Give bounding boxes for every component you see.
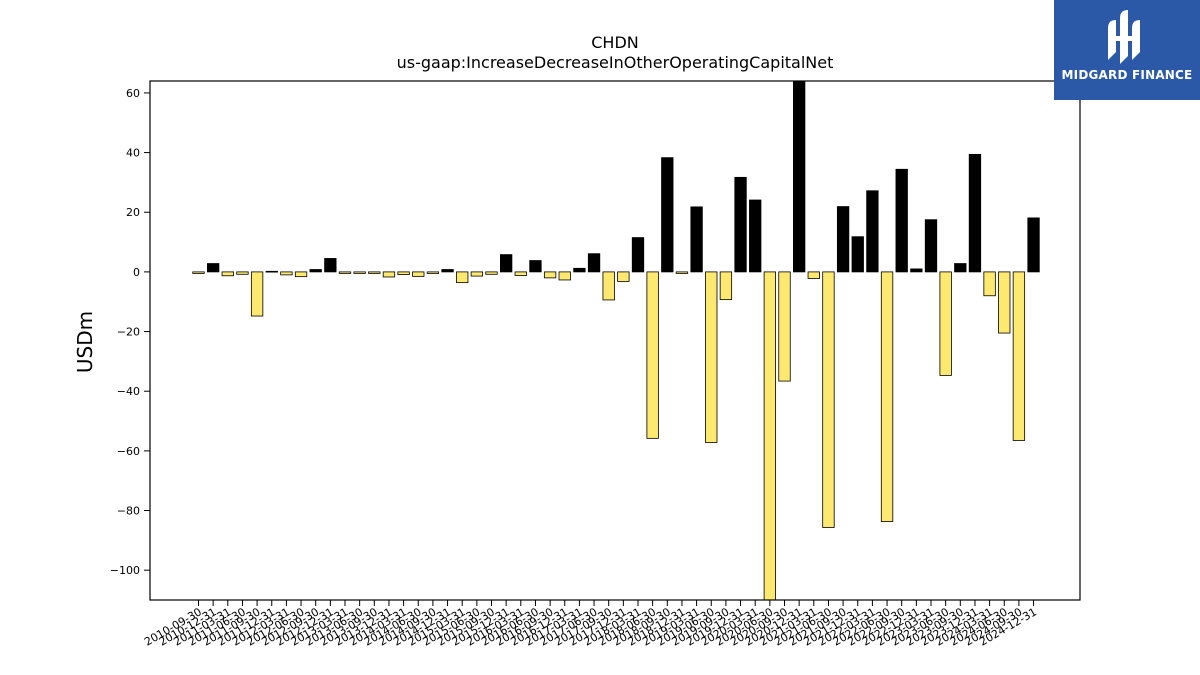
bar-2016-06-30	[529, 260, 542, 273]
chart-subtitle: us-gaap:IncreaseDecreaseInOtherOperating…	[397, 53, 834, 72]
bar-2019-09-30	[719, 271, 733, 301]
bar-2016-09-30	[543, 271, 557, 279]
bar-2017-06-30	[587, 253, 601, 273]
bar-2011-03-31	[221, 271, 234, 277]
bar-2022-09-30	[895, 168, 908, 273]
bar-2024-09-30	[1012, 271, 1026, 441]
y-ticks-group: 60 40 20 0 −20 −40 −60 −80 −100	[110, 87, 150, 577]
bar-2021-06-30	[822, 271, 835, 528]
y-tick-label: 20	[126, 206, 140, 219]
bar-2012-06-30	[294, 271, 308, 278]
bar-2015-09-30	[485, 271, 498, 275]
bar-2020-09-30	[778, 271, 791, 382]
bar-2024-06-30	[998, 271, 1011, 334]
y-tick-label: −20	[117, 326, 140, 339]
bar-2018-06-30	[646, 271, 659, 439]
y-tick-label: −100	[110, 564, 140, 577]
midgard-finance-logo: MIDGARD FINANCE	[1054, 0, 1200, 100]
bar-2011-12-31	[265, 270, 278, 273]
bar-2013-03-31	[338, 271, 352, 274]
y-tick-label: −40	[117, 385, 140, 398]
bar-2012-03-31	[280, 271, 293, 276]
bar-2018-09-30	[661, 157, 674, 273]
x-ticks-group: 2010-09-302010-12-312011-03-312011-06-30…	[142, 600, 1039, 649]
bar-2021-09-30	[836, 206, 850, 273]
bar-2018-03-31	[631, 237, 645, 273]
chart-title: CHDN	[591, 33, 639, 52]
bar-2010-12-31	[206, 263, 220, 273]
bar-2015-06-30	[470, 271, 484, 277]
bar-2020-06-30	[763, 271, 776, 601]
bar-2012-09-30	[309, 269, 322, 273]
bar-2011-06-30	[236, 271, 249, 275]
y-tick-label: 60	[126, 87, 140, 100]
plot-frame	[149, 80, 1081, 601]
bar-2019-03-31	[690, 206, 703, 273]
y-axis-label: USDm	[73, 311, 97, 373]
bar-2023-12-31	[968, 153, 982, 273]
bar-2019-06-30	[705, 271, 718, 443]
bar-2020-03-31	[749, 199, 762, 273]
logo-brand-text: MIDGARD FINANCE	[1061, 68, 1193, 82]
bar-2015-03-31	[456, 271, 469, 284]
bar-2016-03-31	[514, 271, 527, 276]
y-tick-label: 0	[133, 266, 140, 279]
bar-2017-03-31	[573, 267, 586, 273]
bar-2022-03-31	[866, 190, 879, 273]
bar-2023-09-30	[954, 263, 967, 273]
bar-2014-06-30	[412, 271, 425, 277]
bar-2016-12-31	[558, 271, 571, 281]
bars-group	[192, 80, 1040, 601]
bar-2017-09-30	[602, 271, 615, 301]
bar-2015-12-31	[499, 254, 513, 273]
bar-2014-03-31	[397, 271, 410, 275]
bar-2023-06-30	[939, 271, 952, 376]
bar-2011-09-30	[250, 271, 264, 317]
bar-2018-12-31	[675, 271, 689, 274]
bar-2012-12-31	[324, 258, 337, 273]
bar-2023-03-31	[924, 219, 938, 273]
bar-2013-06-30	[353, 271, 366, 274]
y-tick-label: −80	[117, 505, 140, 518]
bar-2017-12-31	[617, 271, 630, 282]
bar-2024-03-31	[983, 271, 996, 297]
bar-2020-12-31	[793, 80, 806, 273]
bar-2013-09-30	[368, 271, 381, 274]
bar-2021-03-31	[807, 271, 820, 279]
bar-2010-09-30	[192, 271, 205, 274]
bar-2013-12-31	[382, 271, 396, 278]
y-tick-label: 40	[126, 147, 140, 160]
y-tick-label: −60	[117, 445, 140, 458]
bar-2022-12-31	[910, 268, 923, 273]
bar-2024-12-31	[1027, 217, 1040, 273]
bar-2019-12-31	[734, 176, 747, 273]
midgard-logo-icon	[1108, 10, 1140, 64]
bar-2014-09-30	[426, 271, 440, 274]
bar-2021-12-31	[851, 236, 864, 273]
bar-2014-12-31	[441, 269, 454, 273]
bar-2022-06-30	[880, 271, 894, 522]
